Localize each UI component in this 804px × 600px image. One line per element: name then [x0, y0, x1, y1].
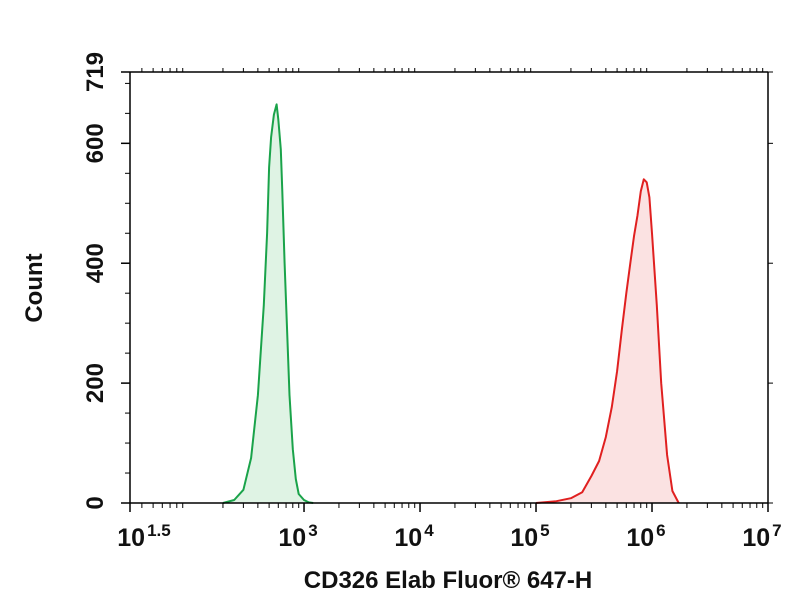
x-tick-label: 10 1.5 — [117, 521, 170, 552]
y-tick-label: 719 — [82, 52, 109, 92]
plot-area — [130, 72, 768, 503]
y-tick-label: 400 — [82, 243, 109, 283]
y-tick-label: 200 — [82, 363, 109, 403]
x-tick-label: 10 6 — [626, 521, 665, 552]
series-1-area — [536, 179, 679, 504]
series-0-line — [222, 103, 314, 504]
x-tick-label: 10 7 — [742, 521, 781, 552]
x-tick-label: 10 5 — [510, 521, 549, 552]
series-1-line — [535, 178, 680, 504]
series-0-area — [223, 104, 314, 504]
series-layer — [222, 103, 680, 504]
y-axis-label: Count — [21, 253, 48, 322]
x-axis-label: CD326 Elab Fluor® 647-H — [304, 567, 592, 594]
y-tick-label: 600 — [82, 123, 109, 163]
x-tick-label: 10 3 — [278, 521, 317, 552]
y-tick-label: 0 — [82, 496, 109, 509]
x-tick-label: 10 4 — [394, 521, 434, 552]
plot-background — [130, 72, 768, 503]
tick-marks-and-labels: 10 1.5 10 3 10 4 10 5 10 6 10 7 0 200 400 600 719 — [82, 52, 782, 552]
